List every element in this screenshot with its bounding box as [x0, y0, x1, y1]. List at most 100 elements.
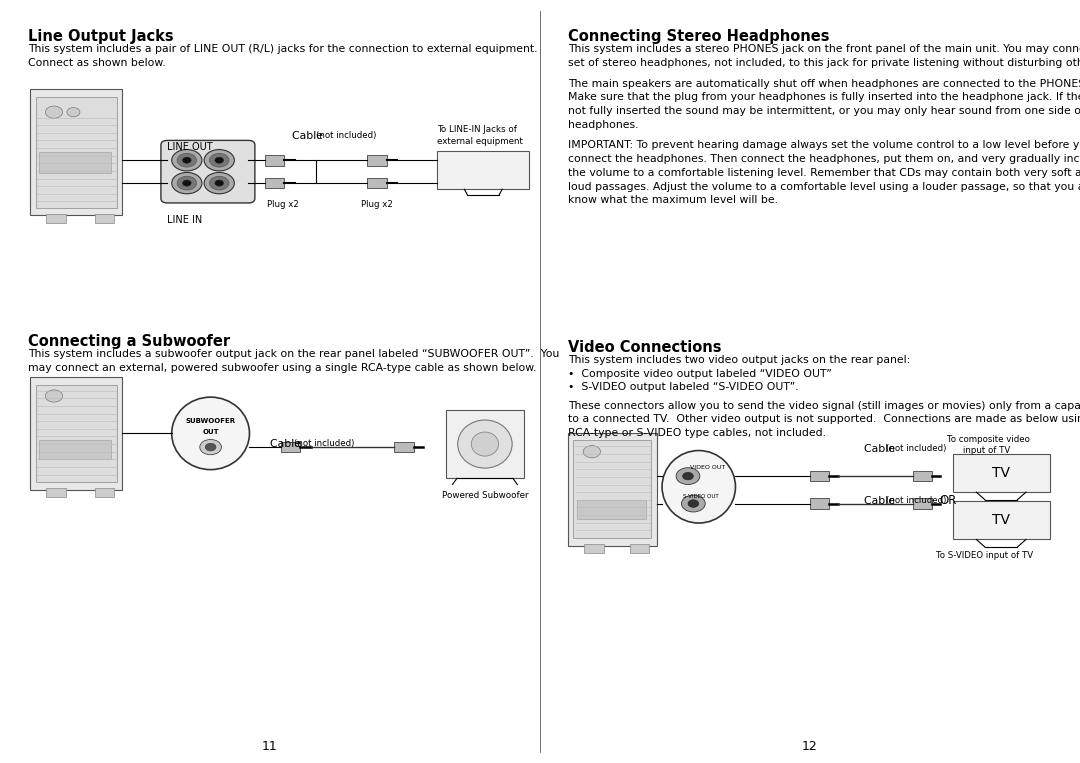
Text: To LINE-IN Jacks of: To LINE-IN Jacks of: [437, 125, 517, 134]
FancyBboxPatch shape: [281, 442, 300, 452]
FancyBboxPatch shape: [161, 140, 255, 203]
FancyBboxPatch shape: [95, 488, 114, 497]
Text: VIDEO OUT: VIDEO OUT: [690, 465, 726, 471]
Circle shape: [67, 108, 80, 117]
FancyBboxPatch shape: [577, 500, 646, 519]
FancyBboxPatch shape: [573, 440, 651, 538]
FancyBboxPatch shape: [265, 178, 284, 188]
Text: This system includes two video output jacks on the rear panel:: This system includes two video output ja…: [568, 355, 910, 365]
Ellipse shape: [458, 420, 512, 468]
Text: Connecting Stereo Headphones: Connecting Stereo Headphones: [568, 29, 829, 44]
Text: know what the maximum level will be.: know what the maximum level will be.: [568, 195, 778, 205]
Circle shape: [45, 106, 63, 118]
Circle shape: [204, 172, 234, 194]
Text: The main speakers are automatically shut off when headphones are connected to th: The main speakers are automatically shut…: [568, 79, 1080, 89]
Text: 11: 11: [262, 739, 278, 753]
Circle shape: [676, 468, 700, 485]
FancyBboxPatch shape: [446, 410, 524, 478]
Text: (not included): (not included): [316, 131, 377, 140]
Text: Cable: Cable: [864, 444, 899, 454]
Text: LINE IN: LINE IN: [167, 215, 203, 225]
FancyBboxPatch shape: [46, 488, 66, 497]
Ellipse shape: [172, 397, 249, 470]
Circle shape: [681, 495, 705, 512]
FancyBboxPatch shape: [394, 442, 414, 452]
Text: Plug x2: Plug x2: [361, 200, 393, 209]
FancyBboxPatch shape: [913, 471, 932, 481]
Circle shape: [45, 390, 63, 402]
FancyBboxPatch shape: [568, 433, 657, 546]
Text: 12: 12: [802, 739, 818, 753]
Text: Cable: Cable: [864, 496, 899, 506]
Text: SUBWOOFER: SUBWOOFER: [186, 418, 235, 424]
Text: Make sure that the plug from your headphones is fully inserted into the headphon: Make sure that the plug from your headph…: [568, 92, 1080, 102]
Text: (not included): (not included): [886, 496, 946, 505]
Ellipse shape: [471, 432, 499, 456]
Text: may connect an external, powered subwoofer using a single RCA-type cable as show: may connect an external, powered subwoof…: [28, 363, 537, 373]
Text: •  Composite video output labeled “VIDEO OUT”: • Composite video output labeled “VIDEO …: [568, 369, 832, 378]
Circle shape: [177, 153, 197, 167]
Circle shape: [183, 157, 191, 163]
Text: •  S-VIDEO output labeled “S-VIDEO OUT”.: • S-VIDEO output labeled “S-VIDEO OUT”.: [568, 382, 799, 391]
Circle shape: [183, 180, 191, 186]
Text: Cable: Cable: [292, 131, 326, 141]
Circle shape: [215, 180, 224, 186]
Text: These connectors allow you to send the video signal (still images or movies) onl: These connectors allow you to send the v…: [568, 401, 1080, 410]
FancyBboxPatch shape: [95, 214, 114, 223]
Circle shape: [688, 500, 699, 507]
Text: This system includes a pair of LINE OUT (R/L) jacks for the connection to extern: This system includes a pair of LINE OUT …: [28, 44, 538, 54]
Circle shape: [583, 446, 600, 458]
FancyBboxPatch shape: [953, 454, 1050, 492]
Text: Connecting a Subwoofer: Connecting a Subwoofer: [28, 334, 230, 349]
Text: set of stereo headphones, not included, to this jack for private listening witho: set of stereo headphones, not included, …: [568, 58, 1080, 68]
Text: Plug x2: Plug x2: [267, 200, 299, 209]
Text: Powered Subwoofer: Powered Subwoofer: [442, 491, 528, 500]
Text: OR: OR: [940, 494, 957, 507]
Circle shape: [204, 150, 234, 171]
Circle shape: [172, 172, 202, 194]
Circle shape: [177, 176, 197, 190]
Text: to a connected TV.  Other video output is not supported.  Connections are made a: to a connected TV. Other video output is…: [568, 414, 1080, 424]
Ellipse shape: [662, 450, 735, 523]
Text: external equipment: external equipment: [437, 137, 524, 146]
Circle shape: [172, 150, 202, 171]
FancyBboxPatch shape: [953, 501, 1050, 539]
Text: This system includes a stereo PHONES jack on the front panel of the main unit. Y: This system includes a stereo PHONES jac…: [568, 44, 1080, 54]
FancyBboxPatch shape: [39, 152, 111, 173]
Text: headphones.: headphones.: [568, 120, 638, 130]
Text: RCA-type or S-VIDEO type cables, not included.: RCA-type or S-VIDEO type cables, not inc…: [568, 428, 826, 438]
Text: the volume to a comfortable listening level. Remember that CDs may contain both : the volume to a comfortable listening le…: [568, 168, 1080, 178]
Circle shape: [200, 439, 221, 455]
Text: To S-VIDEO input of TV: To S-VIDEO input of TV: [936, 551, 1034, 560]
Text: (not included): (not included): [886, 444, 946, 453]
Text: (not included): (not included): [294, 439, 354, 448]
Circle shape: [683, 472, 693, 480]
Text: TV: TV: [993, 513, 1010, 527]
FancyBboxPatch shape: [36, 97, 117, 208]
Circle shape: [215, 157, 224, 163]
Text: S-VIDEO OUT: S-VIDEO OUT: [683, 494, 718, 500]
FancyBboxPatch shape: [437, 151, 529, 189]
Text: Cable: Cable: [270, 439, 305, 449]
Text: TV: TV: [993, 466, 1010, 480]
Text: input of TV: input of TV: [963, 446, 1011, 455]
Text: IMPORTANT: To prevent hearing damage always set the volume control to a low leve: IMPORTANT: To prevent hearing damage alw…: [568, 140, 1080, 150]
Text: not fully inserted the sound may be intermittent, or you may only hear sound fro: not fully inserted the sound may be inte…: [568, 106, 1080, 116]
Text: Line Output Jacks: Line Output Jacks: [28, 29, 174, 44]
Text: OUT: OUT: [202, 429, 219, 435]
FancyBboxPatch shape: [36, 385, 117, 482]
FancyBboxPatch shape: [30, 89, 122, 215]
Circle shape: [210, 176, 229, 190]
FancyBboxPatch shape: [810, 498, 829, 509]
FancyBboxPatch shape: [367, 155, 387, 166]
Text: This system includes a subwoofer output jack on the rear panel labeled “SUBWOOFE: This system includes a subwoofer output …: [28, 349, 559, 359]
FancyBboxPatch shape: [367, 178, 387, 188]
FancyBboxPatch shape: [630, 544, 649, 553]
Text: connect the headphones. Then connect the headphones, put them on, and very gradu: connect the headphones. Then connect the…: [568, 154, 1080, 164]
FancyBboxPatch shape: [30, 377, 122, 490]
Circle shape: [210, 153, 229, 167]
Text: Connect as shown below.: Connect as shown below.: [28, 58, 165, 68]
Circle shape: [205, 443, 216, 451]
FancyBboxPatch shape: [584, 544, 604, 553]
FancyBboxPatch shape: [39, 440, 111, 459]
